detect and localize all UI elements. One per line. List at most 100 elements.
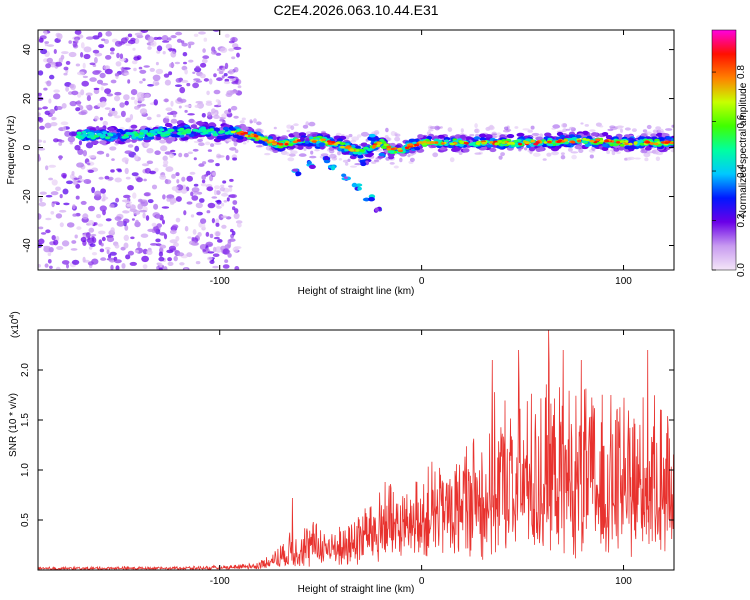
spectrogram-speckle xyxy=(218,70,224,75)
spectrogram-ridge-cell xyxy=(619,140,626,143)
spectrogram-ridge-cell xyxy=(212,133,219,137)
spectrogram-speckle xyxy=(225,155,230,161)
spectrogram-ridge-cell xyxy=(513,139,519,143)
spectrogram-speckle xyxy=(193,78,201,81)
spectrogram-ridge-cell xyxy=(257,140,265,144)
spectrogram-speckle xyxy=(158,256,165,262)
spectrogram-speckle xyxy=(149,67,155,72)
spectrogram-speckle xyxy=(127,185,134,191)
spectrogram-ridge-cell xyxy=(665,136,673,140)
spectrogram-ridge-cell xyxy=(164,122,173,128)
spectrogram-speckle xyxy=(125,43,132,46)
spectrogram-speckle xyxy=(75,107,81,112)
spectrogram-feature xyxy=(291,168,299,172)
spectrogram-ridge-cell xyxy=(218,130,225,134)
spectrogram-ridge-cell xyxy=(543,141,548,144)
spectrogram-speckle xyxy=(136,177,143,183)
spectrogram-ridge-cell xyxy=(292,140,299,144)
spectrogram-ridge-cell xyxy=(645,141,651,144)
spectrogram-haze xyxy=(524,147,528,151)
spectrogram-ridge-cell xyxy=(624,140,629,143)
spectrogram-speckle xyxy=(100,82,109,86)
spectrogram-speckle xyxy=(137,97,145,102)
spectrogram-ridge-cell xyxy=(240,126,249,131)
spectrogram-speckle xyxy=(201,58,208,64)
spectrogram-speckle xyxy=(97,102,103,108)
spectrogram-speckle xyxy=(230,90,238,94)
spectrogram-speckle xyxy=(169,153,175,159)
spectrogram-speckle xyxy=(192,71,196,75)
spectrogram-speckle xyxy=(101,198,106,202)
spectrogram-ridge-cell xyxy=(618,146,625,151)
spectrogram-ridge-cell xyxy=(130,124,138,129)
spectrogram-speckle xyxy=(134,105,140,110)
spectrogram-speckle xyxy=(104,68,113,75)
spectrogram-speckle xyxy=(195,80,203,83)
spectrogram-speckle xyxy=(169,229,177,235)
spectrogram-haze xyxy=(449,157,455,163)
spectrogram-haze xyxy=(385,127,389,133)
spectrogram-speckle xyxy=(186,175,193,182)
spectrogram-haze xyxy=(531,132,540,136)
spectrogram-ridge-cell xyxy=(574,145,582,150)
snr-y-tick-label: 1.5 xyxy=(20,413,31,427)
spectrogram-ridge-cell xyxy=(404,146,410,149)
spectrogram-speckle xyxy=(69,100,77,107)
spectrogram-haze xyxy=(474,123,478,129)
spectrogram-speckle xyxy=(182,52,188,57)
spectrogram-ridge-cell xyxy=(379,138,385,142)
spectrogram-speckle xyxy=(63,66,69,71)
spectrogram-speckle xyxy=(129,114,134,120)
spectrogram-speckle xyxy=(72,180,79,185)
spectrogram-speckle xyxy=(78,140,82,146)
spectrogram-speckle xyxy=(44,41,50,44)
spectrogram-speckle xyxy=(38,238,45,245)
spectrogram-speckle xyxy=(115,197,120,203)
spectrogram-feature xyxy=(300,136,305,142)
spectrogram-speckle xyxy=(87,169,95,173)
spectrogram-speckle xyxy=(76,162,85,168)
spectrogram-haze xyxy=(432,152,439,158)
spectrogram-haze xyxy=(239,120,245,124)
spectrogram-speckle xyxy=(134,32,143,36)
spectrogram-haze xyxy=(320,153,329,157)
spectrogram-speckle xyxy=(212,265,219,269)
spectrogram-haze xyxy=(530,125,535,130)
spectrogram-speckle xyxy=(162,117,170,124)
spectrogram-speckle xyxy=(230,194,237,199)
spectrogram-speckle xyxy=(212,253,220,257)
spectrogram-speckle xyxy=(53,89,60,93)
spectrogram-speckle xyxy=(74,30,82,35)
spectrogram-speckle xyxy=(230,228,234,233)
spectrogram-haze xyxy=(256,121,262,126)
spectrogram-ridge-cell xyxy=(417,134,424,139)
spectrogram-speckle xyxy=(109,203,115,208)
spectrogram-speckle xyxy=(175,235,180,242)
spectrogram-speckle xyxy=(159,244,167,249)
spectrogram-speckle xyxy=(155,68,164,75)
spectrogram-speckle xyxy=(155,82,160,86)
spectrogram-speckle xyxy=(40,232,47,235)
spectrogram-speckle xyxy=(223,200,228,203)
spectrogram-haze xyxy=(474,152,482,155)
spectrogram-haze xyxy=(348,133,353,138)
spectrogram-speckle xyxy=(122,218,130,224)
spectrogram-speckle xyxy=(220,215,228,219)
spectrogram-haze xyxy=(298,153,307,157)
spectrogram-ridge-cell xyxy=(297,145,304,150)
spectrogram-ridge-cell xyxy=(307,142,314,147)
spectrogram-speckle xyxy=(75,183,81,189)
spectrogram-haze xyxy=(631,128,637,133)
spectrogram-ridge-cell xyxy=(287,143,294,147)
spectrogram-speckle xyxy=(89,243,96,248)
spectrogram-haze xyxy=(469,134,475,137)
spectrogram-ridge-cell xyxy=(408,138,416,143)
spectrogram-speckle xyxy=(80,89,85,96)
spectrogram-speckle xyxy=(71,240,77,244)
spectrogram-panel: -100 0 100 -40 -20 0 20 40 Height of straight l… xyxy=(6,29,675,297)
spectrogram-haze xyxy=(539,133,543,138)
spectrogram-haze xyxy=(474,128,479,133)
spectrogram-speckle xyxy=(66,222,75,228)
spectrogram-ridge-cell xyxy=(81,130,87,134)
snr-x-axis-label: Height of straight line (km) xyxy=(298,584,415,595)
